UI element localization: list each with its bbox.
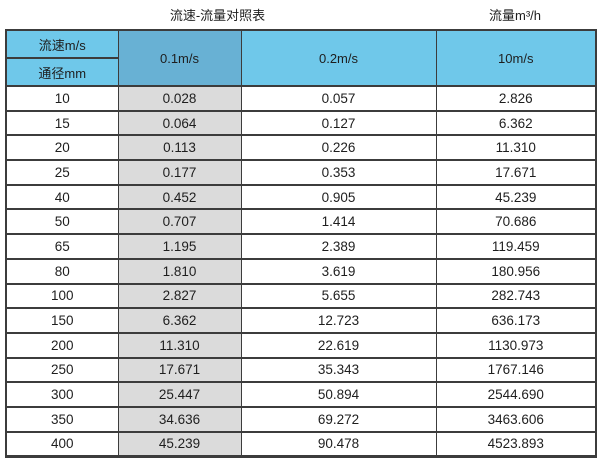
table-row: 15 0.064 0.127 6.362	[5, 109, 597, 137]
table-row: 100 2.827 5.655 282.743	[5, 282, 597, 310]
flow-value-cell: 35.343	[240, 356, 437, 384]
column-header-10ms: 10m/s	[435, 29, 597, 87]
flow-value-cell: 2544.690	[435, 381, 597, 408]
flow-value-cell: 22.619	[240, 331, 437, 359]
flow-value-cell: 0.028	[117, 85, 242, 112]
flow-value-cell: 90.478	[240, 430, 437, 458]
table-row: 65 1.195 2.389 119.459	[5, 233, 597, 260]
flow-value-cell: 34.636	[117, 405, 242, 433]
corner-label-velocity: 流速m/s	[5, 29, 119, 59]
flow-value-cell: 3.619	[240, 257, 437, 285]
flow-value-cell: 1.810	[117, 257, 242, 285]
flow-value-cell: 2.389	[240, 233, 437, 260]
flow-value-cell: 2.827	[117, 282, 242, 310]
flow-value-cell: 0.057	[240, 85, 437, 112]
flow-value-cell: 0.113	[117, 134, 242, 162]
table-row: 50 0.707 1.414 70.686	[5, 208, 597, 236]
flow-value-cell: 6.362	[435, 109, 597, 137]
flow-value-cell: 0.177	[117, 159, 242, 186]
flow-value-cell: 69.272	[240, 405, 437, 433]
diameter-cell: 25	[5, 159, 119, 186]
flow-value-cell: 2.826	[435, 85, 597, 112]
flow-value-cell: 0.707	[117, 208, 242, 236]
diameter-cell: 300	[5, 381, 119, 408]
table-header: 流速m/s 0.1m/s 0.2m/s 10m/s 通径mm	[5, 29, 597, 87]
diameter-cell: 350	[5, 405, 119, 433]
column-header-0-1ms: 0.1m/s	[117, 29, 242, 87]
table-row: 300 25.447 50.894 2544.690	[5, 381, 597, 408]
diameter-cell: 80	[5, 257, 119, 285]
flow-value-cell: 3463.606	[435, 405, 597, 433]
diameter-cell: 10	[5, 85, 119, 112]
flow-value-cell: 6.362	[117, 307, 242, 334]
flow-value-cell: 1767.146	[435, 356, 597, 384]
diameter-cell: 250	[5, 356, 119, 384]
table-row: 25 0.177 0.353 17.671	[5, 159, 597, 186]
flow-value-cell: 0.452	[117, 183, 242, 211]
diameter-cell: 50	[5, 208, 119, 236]
flow-value-cell: 11.310	[117, 331, 242, 359]
corner-label-diameter: 通径mm	[5, 57, 119, 87]
table-body: 10 0.028 0.057 2.826 15 0.064 0.127 6.362 20 0.11…	[5, 85, 597, 458]
flow-value-cell: 0.127	[240, 109, 437, 137]
flow-value-cell: 1130.973	[435, 331, 597, 359]
flow-value-cell: 25.447	[117, 381, 242, 408]
table-row: 40 0.452 0.905 45.239	[5, 183, 597, 211]
flow-value-cell: 0.064	[117, 109, 242, 137]
flow-value-cell: 0.353	[240, 159, 437, 186]
table-row: 350 34.636 69.272 3463.606	[5, 405, 597, 433]
flow-value-cell: 45.239	[117, 430, 242, 458]
flow-value-cell: 17.671	[435, 159, 597, 186]
table-row: 10 0.028 0.057 2.826	[5, 85, 597, 112]
flow-value-cell: 17.671	[117, 356, 242, 384]
diameter-cell: 65	[5, 233, 119, 260]
flow-value-cell: 1.414	[240, 208, 437, 236]
column-header-0-2ms: 0.2m/s	[240, 29, 437, 87]
diameter-cell: 40	[5, 183, 119, 211]
flow-value-cell: 12.723	[240, 307, 437, 334]
table-title: 流速-流量对照表	[169, 8, 266, 23]
flow-value-cell: 282.743	[435, 282, 597, 310]
caption-row: 流速-流量对照表 流量m³/h	[0, 0, 600, 29]
flow-rate-table: 流速m/s 0.1m/s 0.2m/s 10m/s 通径mm 10 0.028 0.…	[5, 29, 597, 459]
diameter-cell: 100	[5, 282, 119, 310]
header-row-diameter: 通径mm	[5, 57, 596, 87]
table-row: 150 6.362 12.723 636.173	[5, 307, 597, 334]
flow-value-cell: 4523.893	[435, 430, 597, 458]
table-row: 200 11.310 22.619 1130.973	[5, 331, 597, 359]
flow-value-cell: 0.905	[240, 183, 437, 211]
header-row-velocity: 流速m/s 0.1m/s 0.2m/s 10m/s	[5, 29, 597, 87]
flow-value-cell: 636.173	[435, 307, 597, 334]
diameter-cell: 200	[5, 331, 119, 359]
flow-value-cell: 70.686	[435, 208, 597, 236]
diameter-cell: 20	[5, 134, 119, 162]
table-row: 80 1.810 3.619 180.956	[5, 257, 597, 285]
flow-value-cell: 119.459	[435, 233, 597, 260]
table-row: 400 45.239 90.478 4523.893	[5, 430, 597, 458]
flow-value-cell: 180.956	[435, 257, 597, 285]
diameter-cell: 15	[5, 109, 119, 137]
flow-value-cell: 45.239	[435, 183, 597, 211]
table-row: 20 0.113 0.226 11.310	[5, 134, 597, 162]
table-row: 250 17.671 35.343 1767.146	[5, 356, 597, 384]
flow-value-cell: 11.310	[435, 134, 597, 162]
flow-value-cell: 50.894	[240, 381, 437, 408]
diameter-cell: 400	[5, 430, 119, 458]
flow-value-cell: 5.655	[240, 282, 437, 310]
flow-unit-label: 流量m³/h	[488, 8, 541, 23]
flow-value-cell: 1.195	[117, 233, 242, 260]
diameter-cell: 150	[5, 307, 119, 334]
flow-value-cell: 0.226	[240, 134, 437, 162]
